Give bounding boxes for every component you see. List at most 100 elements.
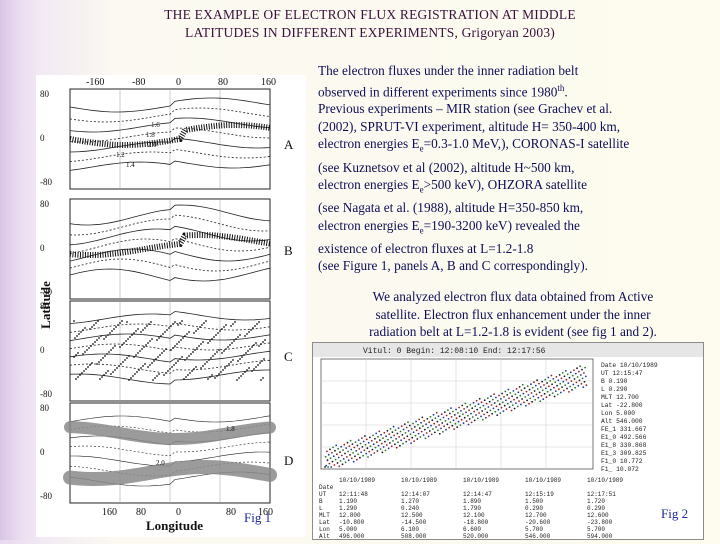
flux-dot [128,379,130,381]
scatter-point [448,426,450,429]
scatter-point [482,404,485,407]
scatter-point [430,433,433,436]
scatter-point [585,384,588,387]
lat-tick: -80 [40,491,52,501]
scatter-point [536,388,539,390]
scatter-point [395,438,397,440]
scatter-point [570,380,573,382]
contour-label: 1.6 [151,121,160,129]
scatter-point [360,451,363,454]
scatter-point [569,371,572,374]
flux-dot [253,344,255,346]
scatter-point [415,429,418,432]
scatter-point [433,422,436,425]
contour-line [69,258,271,272]
table-cell: 12.700 [525,512,547,519]
scatter-point [465,411,467,414]
flux-dot [175,362,177,364]
contour-label: 1.8 [146,131,155,139]
flux-dot [199,326,201,328]
scatter-point [538,391,541,394]
table-cell: 520.000 [463,533,489,539]
scatter-point [583,380,586,383]
scatter-point [447,409,449,411]
scatter-point [452,410,454,413]
flux-dot [180,339,182,341]
flux-dot [112,347,114,349]
flux-dot [135,354,137,356]
flux-dot [218,373,220,375]
scatter-point [579,374,582,376]
scatter-point [401,434,404,436]
flux-dot [135,330,137,332]
flux-dot [90,345,92,347]
flux-dot [181,320,183,322]
scatter-point [516,405,519,408]
scatter-point [423,428,426,431]
scatter-point [352,460,355,463]
flux-dot [94,341,96,343]
top-tick: -80 [132,77,145,88]
title-line-1: THE EXAMPLE OF ELECTRON FLUX REGISTRATIO… [164,7,576,22]
scatter-point [473,410,475,413]
scatter-point [377,444,380,447]
flux-dot [201,324,203,326]
flux-dot [104,355,106,357]
scatter-point [424,437,427,440]
scatter-point [553,386,555,389]
flux-dot [193,368,195,370]
scatter-point [397,441,399,444]
scatter-point [573,378,576,380]
scatter-point [496,400,499,402]
figure-1-bottom-ticks: 160 80 0 80 160 [102,507,273,518]
scatter-point [412,431,415,434]
scatter-point [382,446,385,448]
flux-dot [251,370,253,372]
flux-dot [137,328,139,330]
flux-dot [196,347,198,349]
flux-dot [80,331,82,333]
scatter-point [563,375,566,378]
flux-dot [133,356,135,358]
scatter-point [373,452,376,454]
flux-dot [85,368,87,370]
scatter-point [418,418,421,421]
scatter-point [376,450,379,452]
flux-dot [214,377,216,379]
scatter-point [495,405,498,408]
scatter-point [372,443,375,446]
scatter-point [464,402,467,405]
scatter-point [429,415,432,418]
scatter-point [405,440,407,443]
p1-line: (see Nagata et al. (1988), altitude H=35… [318,200,584,216]
flux-dot [172,347,174,349]
scatter-point [377,435,379,438]
flux-dot [244,335,246,337]
page-title: THE EXAMPLE OF ELECTRON FLUX REGISTRATIO… [60,6,680,42]
flux-dot [239,358,241,360]
scatter-point [420,421,422,424]
scatter-point [441,422,444,424]
flux-dot [170,325,172,327]
legend-entry: B 0.190 [601,378,628,385]
scatter-point [531,400,533,403]
scatter-point [484,408,487,410]
scatter-point [547,376,550,379]
scatter-point [387,438,389,441]
scatter-point [470,412,472,415]
flux-dot [136,371,138,373]
scatter-point [528,388,531,391]
scatter-point [330,466,333,468]
scatter-point [501,401,504,404]
scatter-point [485,416,487,419]
flux-dot [224,367,226,369]
scatter-point [480,415,482,418]
scatter-point [352,452,354,454]
flux-dot [191,370,193,372]
scatter-point [559,382,562,385]
scatter-point [344,461,347,464]
contour-label: 1.2 [116,151,125,159]
scatter-point [380,433,382,436]
flux-dot [88,347,90,349]
flux-dot [259,362,261,364]
